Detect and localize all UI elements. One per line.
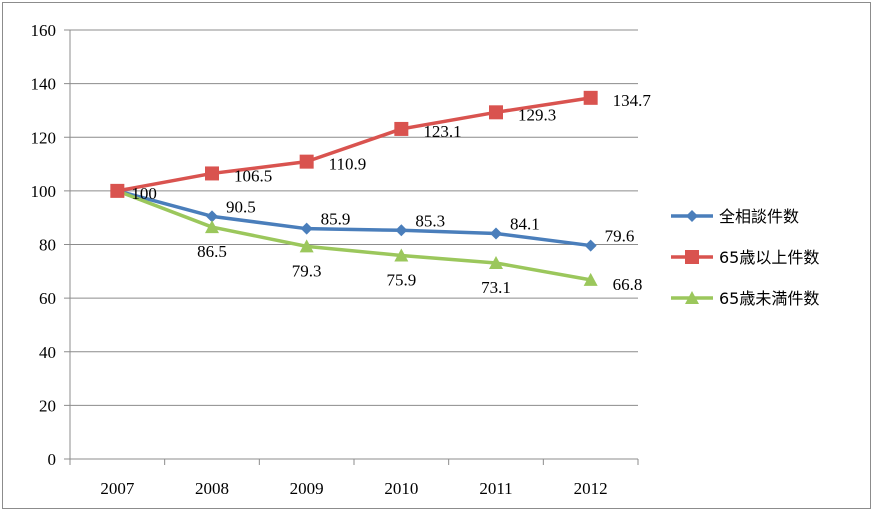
legend-label: 全相談件数 bbox=[719, 207, 799, 226]
data-label: 106.5 bbox=[234, 166, 272, 185]
data-label: 79.6 bbox=[605, 227, 635, 246]
legend-marker bbox=[685, 291, 699, 304]
data-label: 86.5 bbox=[197, 242, 227, 261]
y-tick-label: 60 bbox=[39, 289, 56, 308]
legend-label: 65歳未満件数 bbox=[719, 289, 819, 308]
data-label: 85.3 bbox=[415, 211, 445, 230]
data-label: 129.3 bbox=[518, 105, 556, 124]
data-point bbox=[110, 183, 125, 198]
x-tick-label: 2009 bbox=[290, 479, 324, 498]
y-tick-label: 80 bbox=[39, 236, 56, 255]
data-point bbox=[205, 220, 219, 234]
data-label: 100 bbox=[131, 184, 157, 203]
data-point bbox=[490, 227, 502, 240]
series-line-3 bbox=[116, 189, 591, 282]
legend-marker bbox=[685, 250, 699, 264]
data-label: 66.8 bbox=[613, 275, 643, 294]
data-point bbox=[584, 239, 597, 252]
data-point bbox=[299, 154, 314, 169]
data-point bbox=[583, 272, 598, 286]
data-label: 73.1 bbox=[481, 278, 511, 297]
data-point bbox=[583, 90, 598, 105]
data-label: 79.3 bbox=[292, 261, 322, 280]
data-point bbox=[206, 210, 218, 223]
y-tick-label: 140 bbox=[31, 75, 57, 94]
data-label: 90.5 bbox=[226, 197, 256, 216]
data-label: 123.1 bbox=[423, 122, 461, 141]
data-point bbox=[489, 256, 503, 270]
data-point bbox=[395, 224, 408, 237]
legend-label: 65歳以上件数 bbox=[719, 248, 819, 267]
x-tick-label: 2012 bbox=[574, 479, 608, 498]
series-line-1 bbox=[116, 189, 591, 248]
y-tick-label: 160 bbox=[31, 21, 57, 40]
data-point bbox=[489, 105, 503, 120]
data-point bbox=[394, 121, 409, 136]
data-point bbox=[394, 248, 409, 262]
y-tick-label: 100 bbox=[31, 182, 57, 201]
data-point bbox=[205, 166, 219, 181]
data-label: 75.9 bbox=[386, 270, 416, 289]
x-tick-label: 2007 bbox=[100, 479, 135, 498]
data-label: 85.9 bbox=[321, 210, 351, 229]
data-label: 110.9 bbox=[329, 155, 367, 174]
legend-marker bbox=[686, 210, 698, 222]
x-tick-label: 2010 bbox=[384, 479, 418, 498]
x-tick-label: 2008 bbox=[195, 479, 229, 498]
data-point bbox=[299, 239, 314, 253]
y-tick-label: 0 bbox=[48, 450, 57, 469]
y-tick-label: 40 bbox=[39, 343, 56, 362]
data-label: 134.7 bbox=[613, 91, 652, 110]
x-tick-label: 2011 bbox=[479, 479, 512, 498]
series-line-2 bbox=[117, 96, 591, 193]
data-point bbox=[300, 222, 313, 235]
y-tick-label: 120 bbox=[31, 128, 57, 147]
data-label: 84.1 bbox=[510, 215, 540, 234]
y-tick-label: 20 bbox=[39, 396, 56, 415]
